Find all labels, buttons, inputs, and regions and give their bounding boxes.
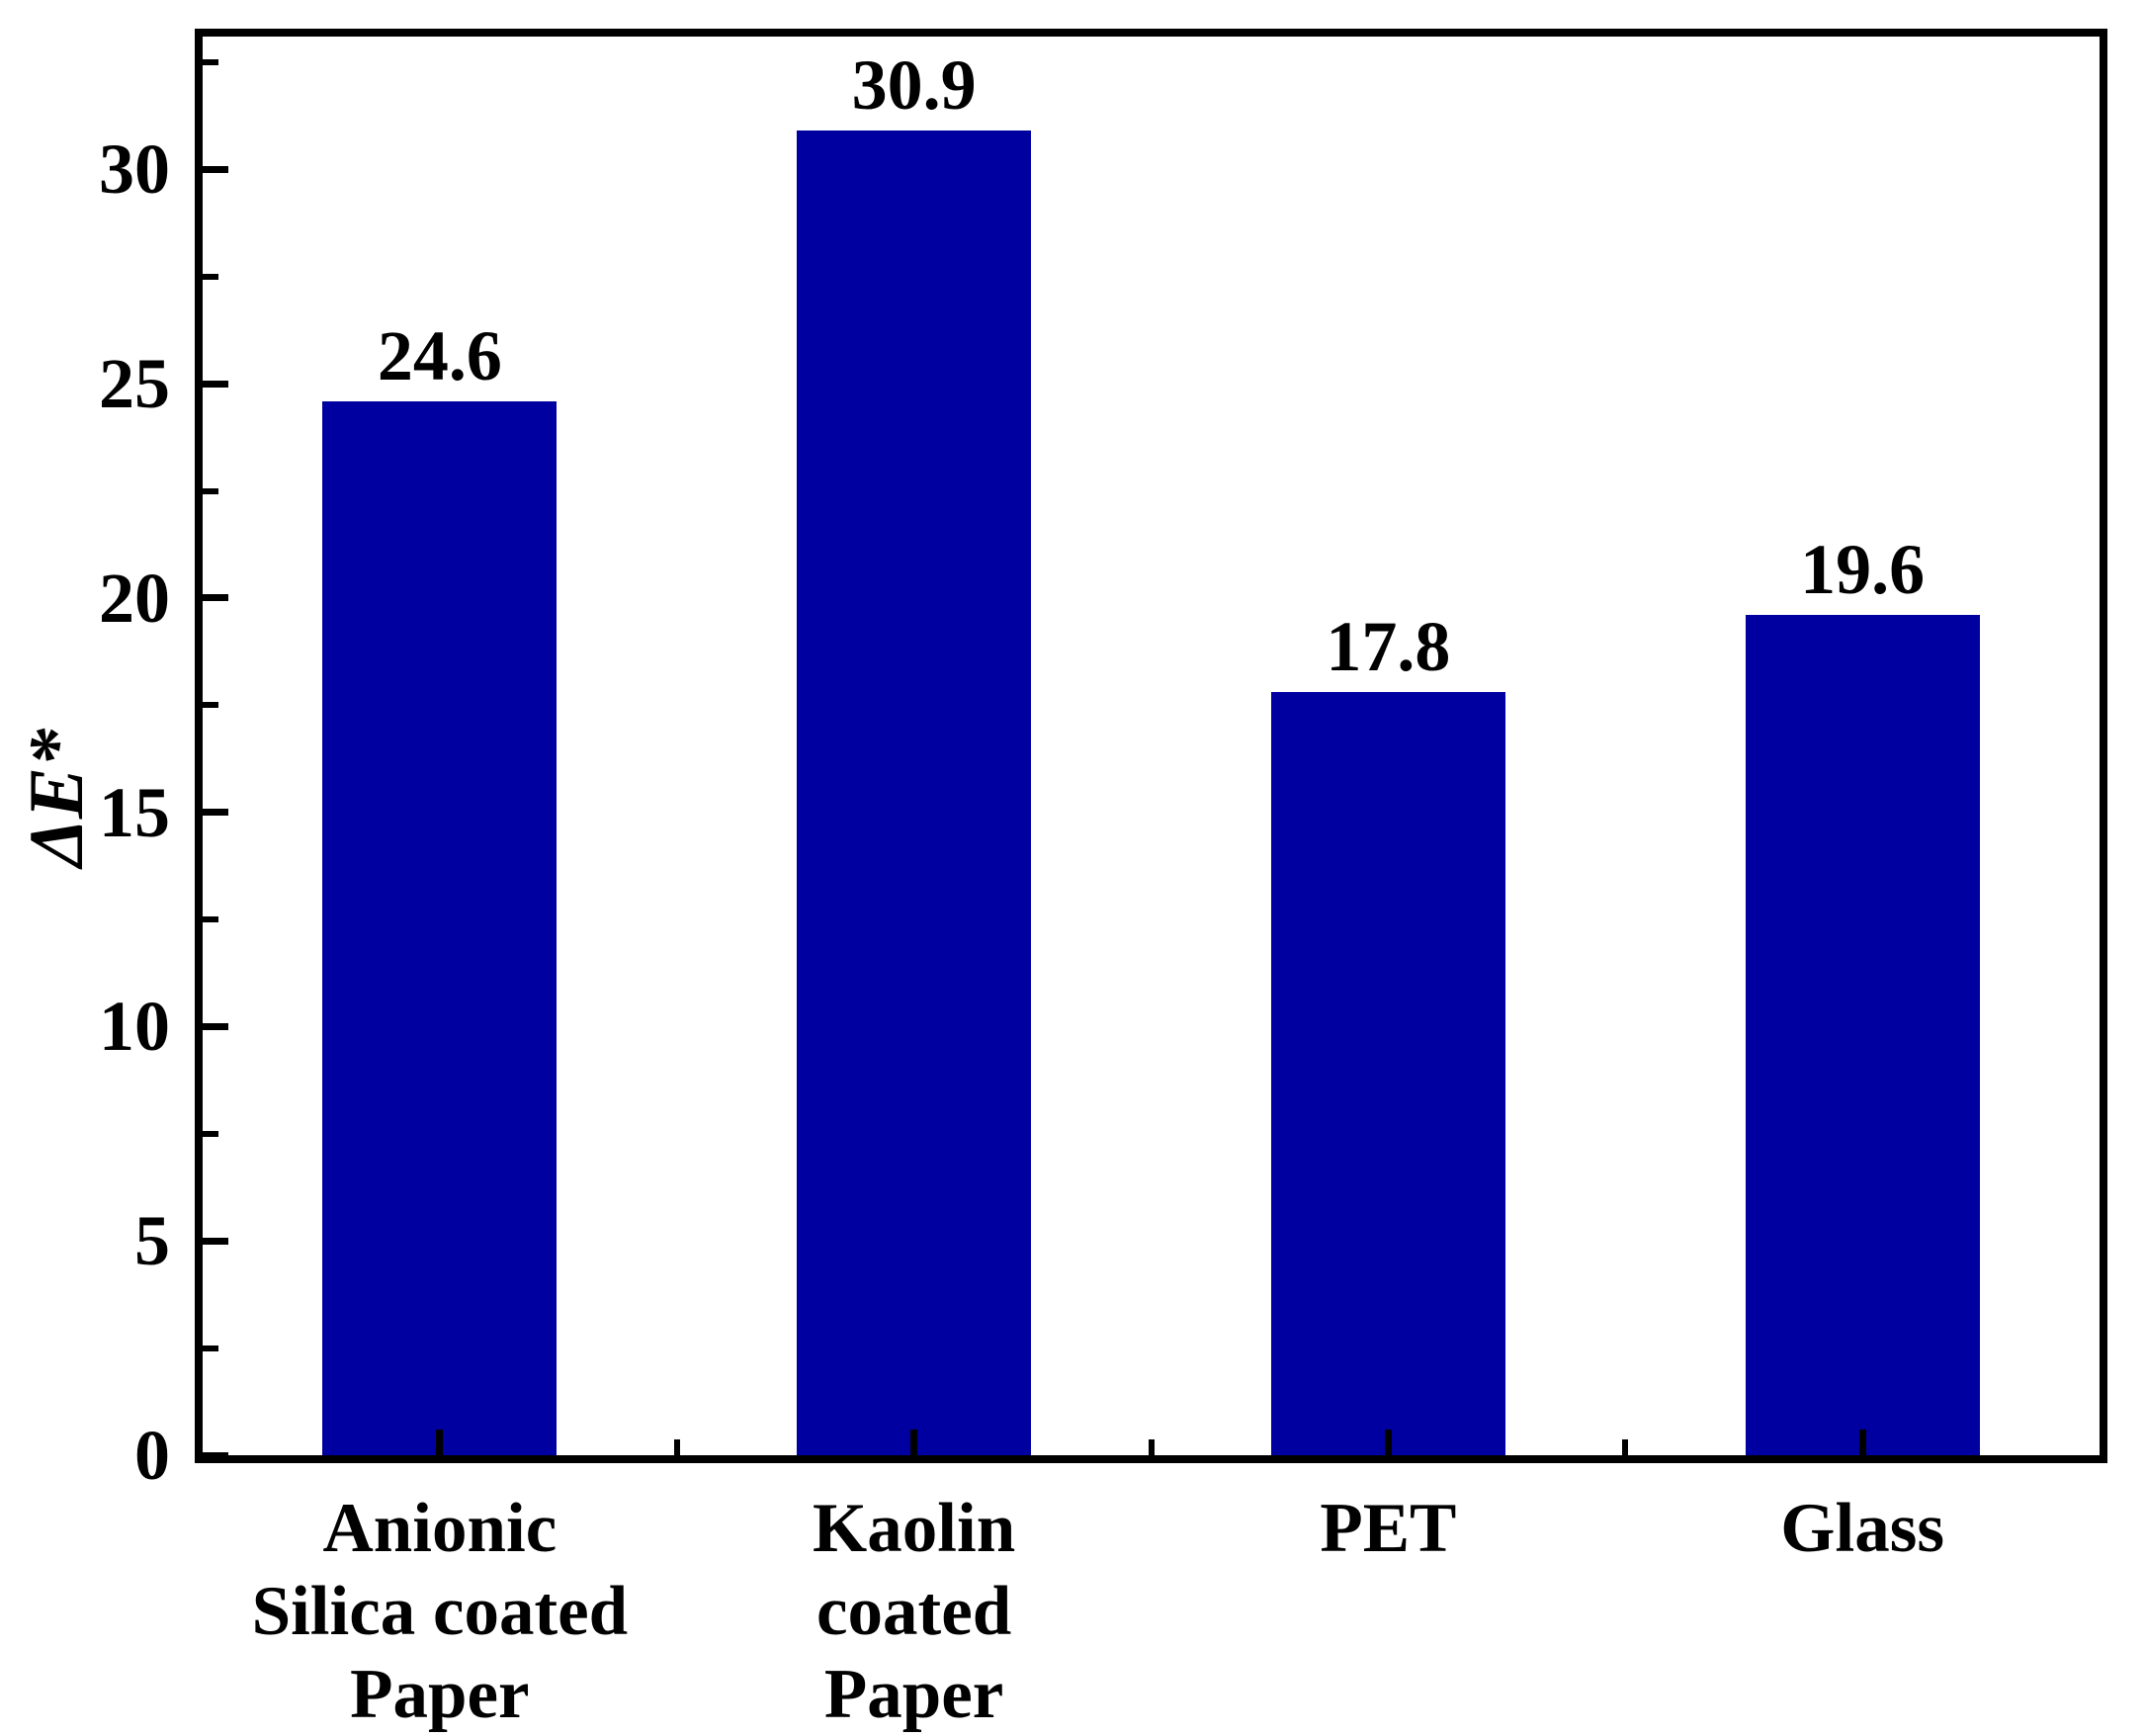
y-axis-minor-tick — [203, 702, 218, 709]
bar — [1270, 692, 1505, 1455]
y-tick-label: 15 — [99, 772, 170, 852]
x-axis-major-tick — [436, 1430, 444, 1455]
plot-frame: 24.6 30.9 17.8 19.6 — [195, 29, 2107, 1463]
x-category-label: Glass — [1780, 1490, 1944, 1567]
y-axis-major-tick — [203, 1237, 228, 1245]
y-axis-major-tick — [203, 165, 228, 173]
bar-value-label: 24.6 — [377, 315, 502, 395]
y-axis-major-tick — [203, 594, 228, 602]
y-tick-label: 30 — [99, 130, 170, 210]
x-axis-minor-tick — [1622, 1439, 1629, 1455]
y-tick-label: 25 — [99, 344, 170, 424]
y-axis-title: ΔE* — [13, 729, 99, 867]
x-category-label: Anionic Silica coated Paper — [251, 1490, 629, 1733]
y-axis-minor-tick — [203, 1345, 218, 1351]
x-axis-minor-tick — [1148, 1439, 1155, 1455]
y-axis-major-tick — [203, 380, 228, 388]
y-axis-minor-tick — [203, 916, 218, 923]
bar — [797, 130, 1032, 1455]
y-tick-label: 10 — [99, 987, 170, 1067]
x-category-label: PET — [1320, 1490, 1457, 1567]
y-tick-label: 5 — [134, 1201, 170, 1281]
x-axis-minor-tick — [673, 1439, 680, 1455]
y-axis-major-tick — [203, 809, 228, 817]
bar — [1745, 615, 1980, 1455]
y-tick-label: 20 — [99, 558, 170, 638]
x-axis-major-tick — [1858, 1430, 1866, 1455]
y-axis-minor-tick — [203, 1130, 218, 1137]
bar-value-label: 17.8 — [1326, 607, 1451, 687]
x-axis-major-tick — [910, 1430, 918, 1455]
bar-value-label: 19.6 — [1800, 530, 1926, 610]
y-axis-minor-tick — [203, 273, 218, 280]
y-axis-major-tick — [203, 1451, 228, 1459]
bar-value-label: 30.9 — [851, 45, 977, 126]
x-axis-major-tick — [1384, 1430, 1392, 1455]
y-axis-major-tick — [203, 1022, 228, 1030]
y-tick-label: 0 — [134, 1416, 170, 1495]
bar — [322, 400, 558, 1455]
y-axis-minor-tick — [203, 59, 218, 65]
x-category-label: Kaolin coated Paper — [813, 1490, 1016, 1733]
y-axis-minor-tick — [203, 487, 218, 494]
